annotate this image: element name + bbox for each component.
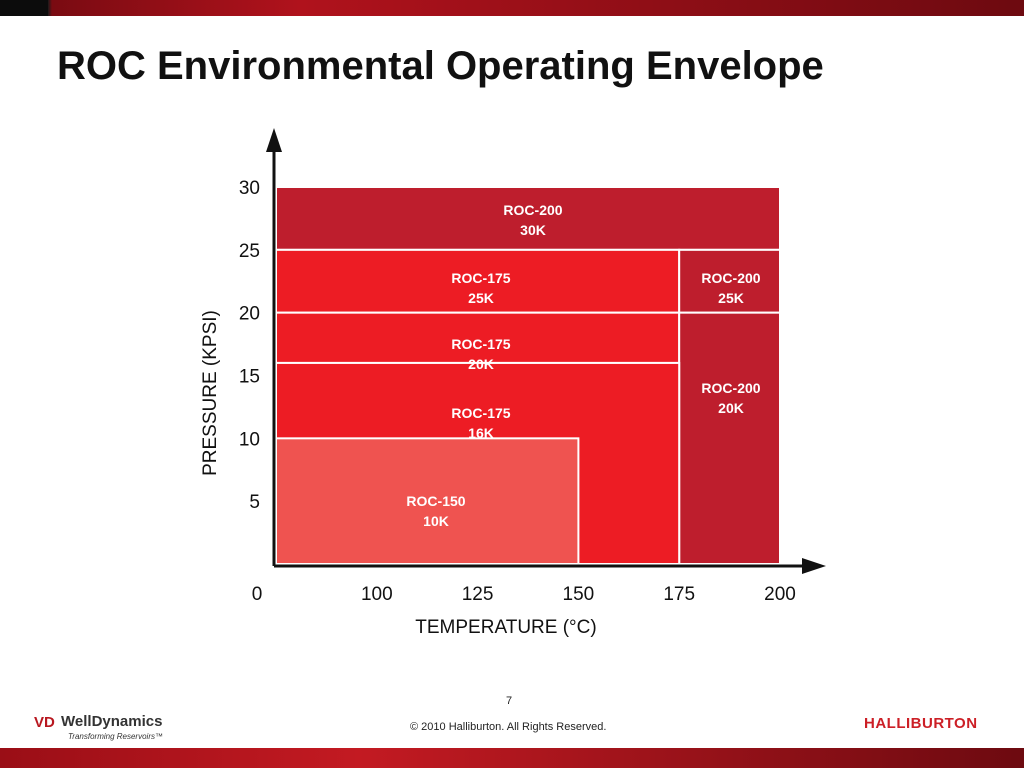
welldynamics-logo-mark: VD	[34, 714, 55, 731]
y-tick-label-30: 30	[239, 178, 260, 199]
y-tick-label-10: 10	[239, 429, 260, 450]
region-roc-200-25k	[678, 248, 782, 314]
x-tick-label-0: 0	[252, 584, 263, 605]
welldynamics-logo: VD WellDynamics Transforming Reservoirs™	[34, 713, 204, 743]
page-number: 7	[506, 695, 513, 707]
x-tick-label-125: 125	[462, 584, 494, 605]
region-label-roc-175-16k: ROC-175	[451, 405, 510, 421]
y-axis-title: PRESSURE (KPSI)	[200, 310, 221, 476]
region-label-roc-200-25k: ROC-200	[701, 270, 760, 286]
region-label-roc-200-30k: ROC-200	[503, 202, 562, 218]
region-roc-200-20k	[678, 311, 782, 565]
halliburton-logo: HALLIBURTON	[864, 715, 978, 732]
x-tick-label-150: 150	[563, 584, 595, 605]
copyright-text: © 2010 Halliburton. All Rights Reserved.	[410, 721, 607, 733]
region-rating-roc-150-10k: 10K	[423, 513, 449, 529]
region-label-roc-175-25k: ROC-175	[451, 270, 510, 286]
y-tick-label-25: 25	[239, 241, 260, 262]
region-rating-roc-175-20k: 20K	[468, 356, 494, 372]
region-rating-roc-200-20k: 20K	[718, 400, 744, 416]
x-axis-arrow	[802, 558, 826, 574]
region-rating-roc-175-25k: 25K	[468, 290, 494, 306]
region-roc-175-25k	[275, 248, 681, 314]
region-label-roc-150-10k: ROC-150	[406, 493, 465, 509]
y-tick-label-20: 20	[239, 304, 260, 325]
operating-envelope-chart: ROC-200 30K ROC-175 25K ROC-200 25K ROC-175 20K…	[200, 128, 826, 638]
region-roc-175-20k	[275, 311, 681, 364]
x-tick-label-200: 200	[764, 584, 796, 605]
slide-title: ROC Environmental Operating Envelope	[57, 44, 824, 88]
region-rating-roc-175-16k: 16K	[468, 425, 494, 441]
region-roc-200-30k	[275, 186, 781, 251]
top-banner	[0, 0, 1024, 16]
x-axis-title: TEMPERATURE (°C)	[415, 617, 596, 638]
top-banner-block	[0, 0, 48, 16]
welldynamics-logo-name: WellDynamics	[61, 713, 163, 730]
region-label-roc-200-20k: ROC-200	[701, 380, 760, 396]
y-tick-label-15: 15	[239, 367, 260, 388]
x-tick-label-175: 175	[663, 584, 695, 605]
region-label-roc-175-20k: ROC-175	[451, 336, 510, 352]
welldynamics-logo-tagline: Transforming Reservoirs™	[68, 732, 163, 741]
region-rating-roc-200-25k: 25K	[718, 290, 744, 306]
x-tick-label-100: 100	[361, 584, 393, 605]
region-rating-roc-200-30k: 30K	[520, 222, 546, 238]
region-roc-150-10k	[275, 437, 580, 566]
bottom-banner	[0, 748, 1024, 768]
y-tick-label-5: 5	[249, 492, 260, 513]
y-axis-arrow	[266, 128, 282, 152]
